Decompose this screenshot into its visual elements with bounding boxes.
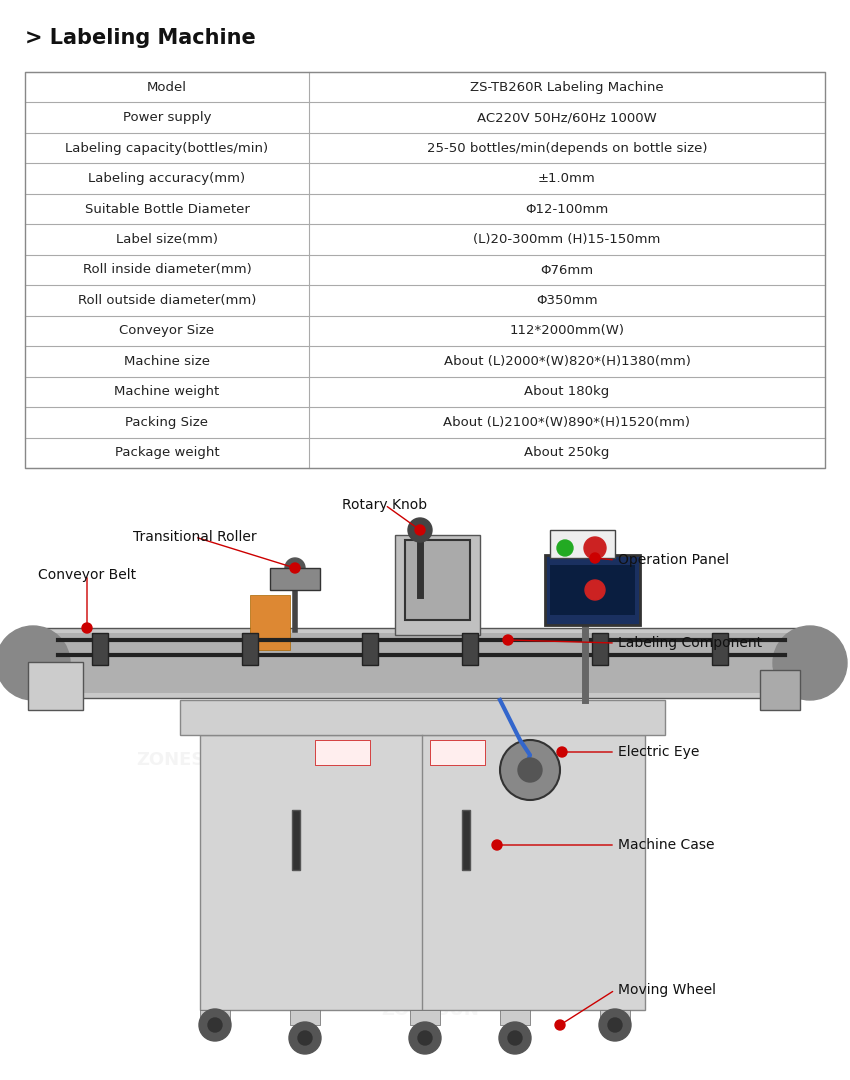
Text: ZONESUN: ZONESUN: [381, 861, 479, 879]
Text: Φ12-100mm: Φ12-100mm: [525, 203, 609, 216]
Bar: [250, 595, 290, 650]
Circle shape: [418, 1031, 432, 1045]
Circle shape: [285, 558, 305, 578]
Bar: [462, 810, 470, 870]
Circle shape: [492, 840, 502, 850]
Bar: [362, 633, 378, 665]
Text: ZS-TB260R Labeling Machine: ZS-TB260R Labeling Machine: [470, 81, 664, 94]
FancyBboxPatch shape: [545, 555, 640, 625]
Bar: [592, 633, 608, 665]
Text: Φ350mm: Φ350mm: [536, 294, 598, 307]
Text: (L)20-300mm (H)15-150mm: (L)20-300mm (H)15-150mm: [473, 233, 660, 246]
Text: Machine size: Machine size: [124, 355, 210, 368]
Bar: [200, 1010, 230, 1025]
Circle shape: [290, 563, 300, 573]
Text: Roll outside diameter(mm): Roll outside diameter(mm): [78, 294, 256, 307]
Circle shape: [82, 623, 92, 633]
Circle shape: [585, 580, 605, 600]
Bar: [0, 500, 850, 1075]
Text: About (L)2100*(W)890*(H)1520(mm): About (L)2100*(W)890*(H)1520(mm): [444, 416, 690, 429]
Bar: [462, 633, 478, 665]
Text: Operation Panel: Operation Panel: [618, 553, 729, 567]
Text: Machine Case: Machine Case: [618, 838, 715, 852]
Circle shape: [773, 626, 847, 700]
FancyBboxPatch shape: [430, 740, 485, 765]
Text: > Labeling Machine: > Labeling Machine: [25, 28, 256, 48]
Text: ZONESUN: ZONESUN: [381, 1001, 479, 1020]
Circle shape: [408, 518, 432, 542]
Text: Machine weight: Machine weight: [115, 386, 219, 399]
Bar: [410, 1010, 440, 1025]
Text: Suitable Bottle Diameter: Suitable Bottle Diameter: [84, 203, 249, 216]
Circle shape: [499, 1022, 531, 1054]
Bar: [600, 1010, 630, 1025]
Circle shape: [557, 540, 573, 556]
Text: Roll inside diameter(mm): Roll inside diameter(mm): [82, 264, 252, 276]
Bar: [712, 633, 728, 665]
Text: Conveyor Size: Conveyor Size: [120, 324, 214, 337]
Circle shape: [298, 1031, 312, 1045]
Bar: [25, 72, 825, 468]
Text: Rotary Knob: Rotary Knob: [343, 498, 428, 512]
Bar: [200, 735, 645, 1010]
Text: Labeling Component: Labeling Component: [618, 636, 762, 650]
Bar: [28, 662, 83, 710]
Text: Labeling capacity(bottles/min): Labeling capacity(bottles/min): [65, 141, 269, 154]
Text: Label size(mm): Label size(mm): [116, 233, 218, 246]
Bar: [92, 633, 108, 665]
Text: About (L)2000*(W)820*(H)1380(mm): About (L)2000*(W)820*(H)1380(mm): [444, 355, 690, 368]
Text: Package weight: Package weight: [115, 446, 219, 459]
Bar: [292, 810, 300, 870]
Text: Packing Size: Packing Size: [126, 416, 208, 429]
Text: 112*2000mm(W): 112*2000mm(W): [509, 324, 625, 337]
Text: About 180kg: About 180kg: [524, 386, 609, 399]
Bar: [395, 535, 480, 635]
Text: ±1.0mm: ±1.0mm: [538, 172, 596, 185]
Circle shape: [199, 1009, 231, 1041]
Bar: [290, 1010, 320, 1025]
Bar: [500, 1010, 530, 1025]
Text: Transitional Roller: Transitional Roller: [133, 530, 257, 544]
Bar: [550, 530, 615, 558]
Circle shape: [415, 525, 425, 535]
Bar: [33, 633, 810, 693]
Text: Labeling accuracy(mm): Labeling accuracy(mm): [88, 172, 246, 185]
FancyBboxPatch shape: [315, 740, 370, 765]
Bar: [270, 568, 320, 590]
Circle shape: [503, 635, 513, 645]
Bar: [242, 633, 258, 665]
Bar: [180, 700, 665, 735]
Circle shape: [555, 1020, 565, 1030]
Circle shape: [590, 553, 600, 563]
Bar: [760, 670, 800, 710]
Text: Moving Wheel: Moving Wheel: [618, 983, 716, 997]
Text: Power supply: Power supply: [122, 111, 212, 124]
Circle shape: [508, 1031, 522, 1045]
Circle shape: [557, 747, 567, 757]
Circle shape: [599, 1009, 631, 1041]
Text: Conveyor Belt: Conveyor Belt: [38, 568, 136, 582]
Circle shape: [584, 537, 606, 559]
Bar: [28, 627, 815, 698]
Bar: [405, 540, 470, 620]
Text: Φ76mm: Φ76mm: [541, 264, 593, 276]
Circle shape: [500, 740, 560, 800]
Text: Model: Model: [147, 81, 187, 94]
Circle shape: [289, 1022, 321, 1054]
Text: AC220V 50Hz/60Hz 1000W: AC220V 50Hz/60Hz 1000W: [477, 111, 657, 124]
Circle shape: [608, 1018, 622, 1032]
Text: ZONESUN: ZONESUN: [548, 683, 632, 698]
Bar: [550, 565, 635, 615]
Text: ZONESUN: ZONESUN: [136, 751, 234, 769]
Circle shape: [518, 758, 542, 782]
Text: Electric Eye: Electric Eye: [618, 745, 700, 759]
Text: 25-50 bottles/min(depends on bottle size): 25-50 bottles/min(depends on bottle size…: [427, 141, 707, 154]
Circle shape: [0, 626, 70, 700]
Circle shape: [409, 1022, 441, 1054]
Circle shape: [208, 1018, 222, 1032]
Text: About 250kg: About 250kg: [524, 446, 609, 459]
